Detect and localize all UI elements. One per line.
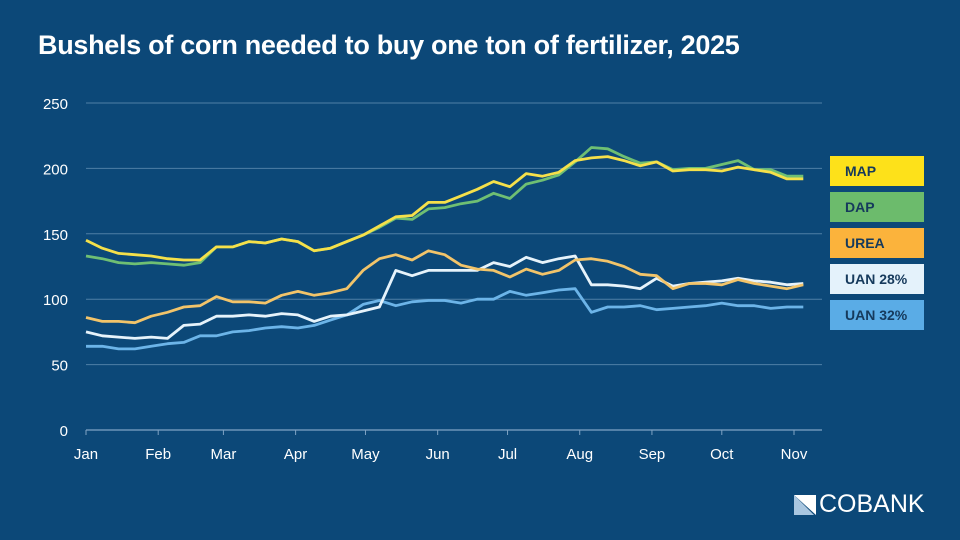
y-tick-label: 100 bbox=[43, 292, 68, 309]
legend-item-uan32: UAN 32% bbox=[830, 300, 924, 330]
x-tick-label: Mar bbox=[210, 446, 236, 463]
cobank-logo: COBANK bbox=[794, 490, 925, 519]
x-tick-label: Jun bbox=[426, 446, 450, 463]
legend-item-map: MAP bbox=[830, 156, 924, 186]
x-tick-label: Feb bbox=[145, 446, 171, 463]
series-line-map bbox=[85, 155, 804, 262]
x-tick-label: Aug bbox=[566, 446, 593, 463]
x-tick-label: May bbox=[351, 446, 380, 463]
x-tick-label: Oct bbox=[710, 446, 734, 463]
legend-label: DAP bbox=[845, 199, 875, 215]
x-tick-label: Jan bbox=[74, 446, 98, 463]
legend-label: UAN 28% bbox=[845, 271, 908, 287]
series-line-uan28 bbox=[85, 254, 804, 340]
x-tick-label: Jul bbox=[498, 446, 517, 463]
legend-item-urea: UREA bbox=[830, 228, 924, 258]
legend-item-uan28: UAN 28% bbox=[830, 264, 924, 294]
y-tick-label: 250 bbox=[43, 96, 68, 113]
series-lines bbox=[85, 146, 804, 351]
cobank-logo-mark-icon bbox=[794, 494, 816, 515]
y-tick-label: 200 bbox=[43, 161, 68, 178]
legend-label: UREA bbox=[845, 235, 885, 251]
legend-label: MAP bbox=[845, 163, 877, 179]
legend-label: UAN 32% bbox=[845, 307, 908, 323]
y-tick-label: 150 bbox=[43, 227, 68, 244]
x-axis: Jan Feb Mar Apr May Jun Jul Aug Sep Oct Nov bbox=[74, 429, 822, 463]
series-line-uan32 bbox=[86, 287, 804, 351]
series-line-urea bbox=[85, 249, 804, 325]
x-tick-label: Sep bbox=[639, 446, 666, 463]
x-tick-label: Nov bbox=[781, 446, 808, 463]
y-axis: 0 50 100 150 200 250 bbox=[43, 96, 68, 440]
series-line-dap bbox=[85, 146, 804, 267]
legend-item-dap: DAP bbox=[830, 192, 924, 222]
gridlines bbox=[86, 102, 822, 366]
chart-title: Bushels of corn needed to buy one ton of… bbox=[38, 30, 740, 60]
x-tick-label: Apr bbox=[284, 446, 307, 463]
y-tick-label: 0 bbox=[60, 423, 68, 440]
logo-text: COBANK bbox=[819, 490, 925, 518]
y-tick-label: 50 bbox=[51, 358, 68, 375]
